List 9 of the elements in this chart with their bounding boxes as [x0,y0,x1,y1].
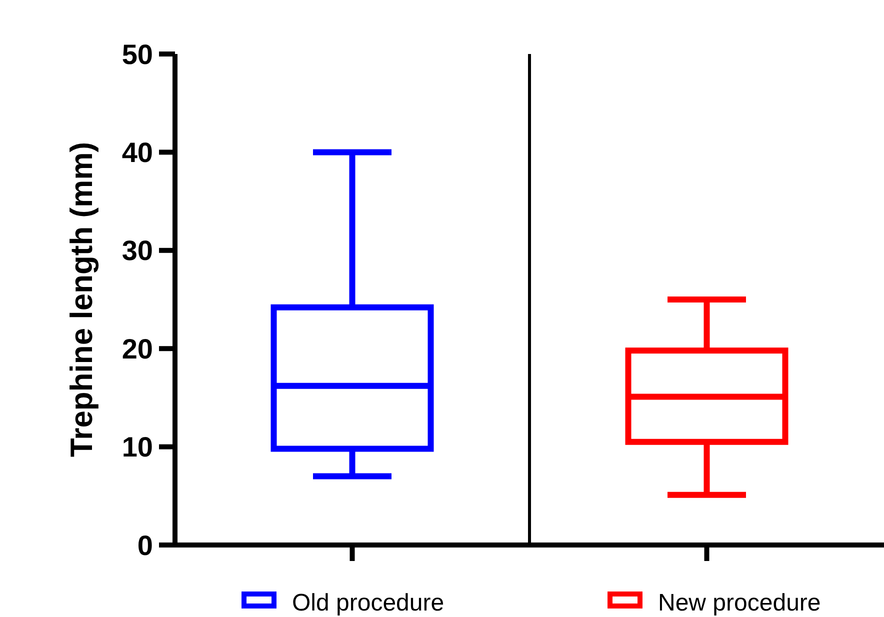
y-tick-label: 30 [122,235,153,266]
legend-label: New procedure [658,589,821,616]
y-tick-label: 40 [122,137,153,168]
y-tick-label: 20 [122,333,153,364]
legend-label: Old procedure [292,589,444,616]
y-tick-label: 50 [122,38,153,70]
y-tick-label: 0 [137,530,153,561]
y-tick-label: 10 [122,432,153,463]
y-axis-title: Trephine length (mm) [64,142,99,458]
